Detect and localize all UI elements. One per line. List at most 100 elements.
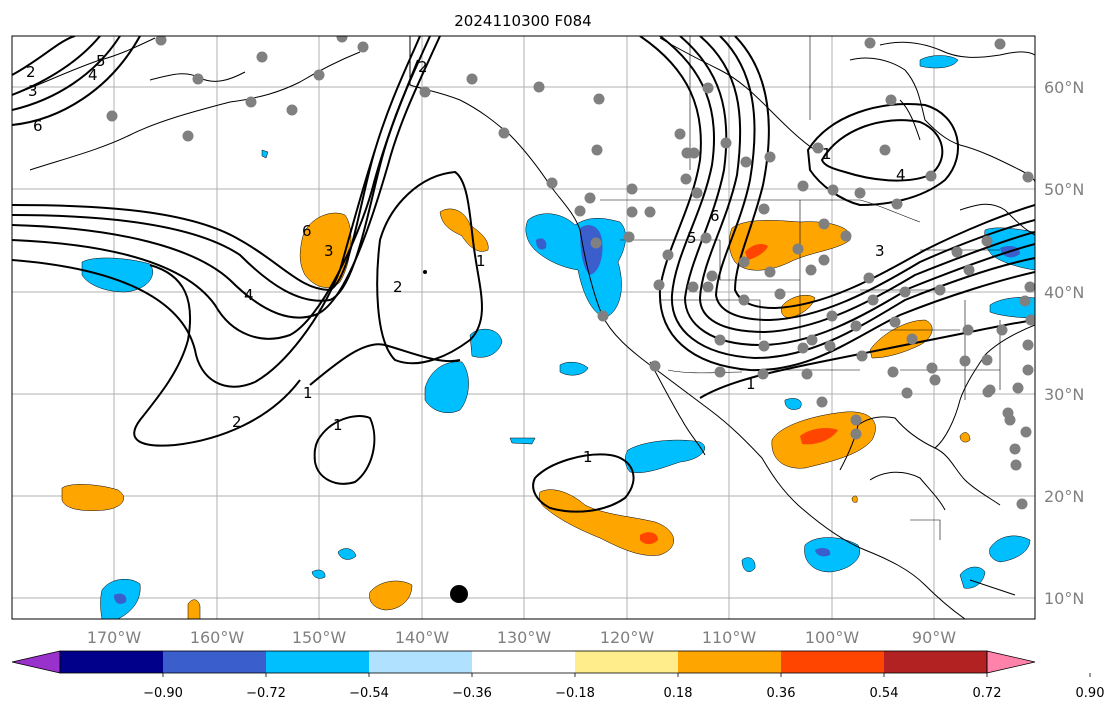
contour-label-group: 2 3 4 5 6 6 3 4 2 1 1 2 1 6 5 3 4 1 1 1 … bbox=[26, 52, 906, 466]
station-marker bbox=[1024, 281, 1035, 293]
negative-anomaly-area bbox=[261, 149, 269, 159]
latitude-tick-label: 20°N bbox=[1044, 487, 1084, 506]
positive-anomaly-area bbox=[745, 244, 768, 260]
station-marker bbox=[1002, 407, 1014, 419]
station-marker bbox=[925, 170, 937, 182]
station-marker bbox=[906, 333, 918, 345]
station-marker bbox=[653, 279, 665, 291]
map-area: 2 3 4 5 6 6 3 4 2 1 1 2 1 6 5 3 4 1 1 1 … bbox=[12, 36, 1035, 619]
station-marker bbox=[256, 51, 268, 63]
station-marker bbox=[818, 254, 830, 266]
station-marker bbox=[498, 127, 510, 139]
latitude-tick-label: 30°N bbox=[1044, 385, 1084, 404]
contour-label: 4 bbox=[244, 286, 254, 304]
station-marker bbox=[850, 320, 862, 332]
station-marker bbox=[1022, 364, 1034, 376]
station-marker bbox=[626, 183, 638, 195]
colorbar-segment bbox=[266, 651, 370, 673]
negative-anomaly-area bbox=[469, 328, 503, 358]
contour-label: 2 bbox=[418, 58, 428, 76]
station-marker bbox=[584, 192, 596, 204]
station-marker bbox=[593, 93, 605, 105]
longitude-tick-label: 130°W bbox=[497, 628, 552, 647]
station-marker bbox=[797, 180, 809, 192]
station-marker bbox=[674, 128, 686, 140]
station-marker bbox=[867, 294, 879, 306]
political-borders bbox=[600, 36, 1001, 540]
station-marker bbox=[929, 374, 941, 386]
station-marker bbox=[574, 205, 586, 217]
station-marker bbox=[597, 310, 609, 322]
low-center-dot bbox=[423, 270, 427, 274]
station-marker bbox=[286, 104, 298, 116]
latitude-tick-label: 10°N bbox=[1044, 589, 1084, 608]
station-marker bbox=[758, 340, 770, 352]
station-marker bbox=[764, 151, 776, 163]
station-marker bbox=[1025, 314, 1035, 326]
station-marker bbox=[805, 264, 817, 276]
colorbar-tick-label: 0.36 bbox=[767, 686, 796, 701]
contour-label: 1 bbox=[746, 375, 756, 393]
station-marker bbox=[626, 206, 638, 218]
station-marker bbox=[879, 144, 891, 156]
station-marker bbox=[982, 386, 994, 398]
negative-anomaly-area bbox=[784, 398, 802, 410]
latitude-tick-label: 50°N bbox=[1044, 180, 1084, 199]
positive-anomaly-area bbox=[640, 532, 658, 545]
positive-anomaly-area bbox=[299, 212, 352, 288]
negative-anomaly-area bbox=[114, 593, 127, 604]
longitude-tick-label: 150°W bbox=[292, 628, 347, 647]
station-marker bbox=[680, 173, 692, 185]
station-marker bbox=[623, 231, 635, 243]
positive-anomaly-area bbox=[729, 220, 851, 271]
negative-anomaly-area bbox=[509, 437, 536, 445]
station-marker bbox=[981, 354, 993, 366]
positive-anomaly-area bbox=[61, 484, 124, 511]
negative-anomaly-area bbox=[741, 557, 756, 572]
contour-label: 6 bbox=[33, 117, 43, 135]
contour-label: 6 bbox=[710, 207, 720, 225]
contour-label: 2 bbox=[26, 63, 36, 81]
station-marker bbox=[644, 206, 656, 218]
contour-label: 4 bbox=[896, 166, 906, 184]
station-marker bbox=[182, 130, 194, 142]
colorbar-tick-label: −0.18 bbox=[555, 686, 595, 701]
station-marker bbox=[812, 142, 824, 154]
latitude-tick-label: 60°N bbox=[1044, 78, 1084, 97]
colorbar-extend-low bbox=[11, 650, 61, 674]
colorbar-segment bbox=[781, 651, 885, 673]
station-marker bbox=[1012, 382, 1024, 394]
station-marker bbox=[850, 414, 862, 426]
colorbar-segment bbox=[60, 651, 164, 673]
latitude-axis: 60°N 50°N 40°N 30°N 20°N 10°N bbox=[1044, 78, 1084, 608]
station-marker bbox=[155, 36, 167, 46]
station-marker bbox=[963, 264, 975, 276]
station-marker bbox=[1020, 426, 1032, 438]
station-marker bbox=[738, 294, 750, 306]
station-marker bbox=[740, 156, 752, 168]
station-marker bbox=[1022, 171, 1034, 183]
colorbar-tick-label: −0.72 bbox=[246, 686, 286, 701]
colorbar-segment bbox=[163, 651, 267, 673]
colorbar-segment bbox=[884, 651, 988, 673]
positive-anomaly-area bbox=[369, 580, 413, 611]
station-marker bbox=[738, 256, 750, 268]
colorbar: −0.90 −0.72 −0.54 −0.36 −0.18 0.18 0.36 0.54 0.7… bbox=[11, 650, 1105, 701]
colorbar-tick-label: −0.54 bbox=[349, 686, 389, 701]
contour-label: 2 bbox=[393, 278, 403, 296]
station-marker bbox=[714, 366, 726, 378]
station-marker bbox=[981, 235, 993, 247]
positive-anomaly-area bbox=[800, 428, 838, 445]
colorbar-tick-label: 0.90 bbox=[1076, 686, 1105, 701]
station-marker bbox=[1009, 443, 1021, 455]
contour-label: 2 bbox=[232, 413, 242, 431]
longitude-tick-label: 140°W bbox=[395, 628, 450, 647]
station-marker bbox=[959, 355, 971, 367]
station-marker bbox=[934, 284, 946, 296]
colorbar-tick-label: 0.54 bbox=[870, 686, 899, 701]
location-marker bbox=[450, 585, 468, 603]
positive-anomaly-area bbox=[439, 208, 489, 252]
station-marker bbox=[700, 232, 712, 244]
contour-label: 1 bbox=[333, 416, 343, 434]
